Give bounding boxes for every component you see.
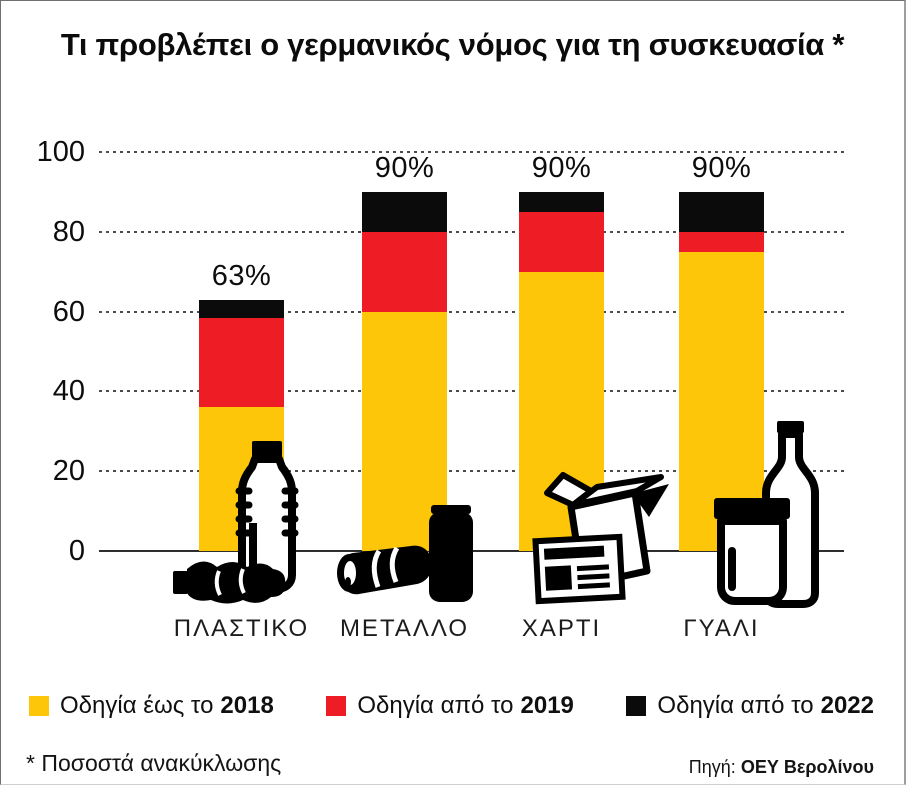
legend-swatch-until-2018: [29, 696, 49, 716]
category-label-charti: ΧΑΡΤΙ: [521, 615, 602, 642]
footnote: * Ποσοστά ανακύκλωσης: [26, 750, 282, 776]
bar-segment-charti-from-2019: [519, 211, 604, 272]
chart-title: Τι προβλέπει ο γερμανικός νόμος για τη σ…: [60, 27, 845, 62]
bar-total-label-charti: 90%: [531, 151, 592, 184]
bar-segment-gyali-from-2022: [679, 191, 764, 232]
bar-segment-metallo-from-2019: [362, 231, 447, 312]
bar-total-label-gyali: 90%: [691, 151, 752, 184]
y-tick-label-80: 80: [52, 215, 85, 248]
legend-label-until-2018: Οδηγία έως το: [60, 692, 214, 719]
glass-jar-bottle-icon: [714, 421, 819, 608]
legend: Οδηγία έως το 2018 Οδηγία από το 2019 Οδηγία…: [29, 692, 874, 720]
legend-item-from-2022: Οδηγία από το 2022: [626, 692, 874, 720]
category-label-metallo: ΜΕΤΑΛΛΟ: [339, 615, 470, 642]
legend-year-until-2018: 2018: [220, 692, 274, 719]
y-tick-label-60: 60: [52, 295, 85, 328]
legend-item-from-2019: Οδηγία από το 2019: [326, 692, 574, 720]
bar-segment-plastiko-from-2019: [199, 317, 284, 408]
legend-year-from-2022: 2022: [820, 692, 874, 719]
plastic-bottles-icon: [173, 441, 299, 604]
y-tick-label-0: 0: [68, 535, 85, 567]
category-label-plastiko: ΠΛΑΣΤΙΚΟ: [173, 615, 310, 642]
paper-box-newspaper-icon: [532, 472, 669, 605]
bar-segment-charti-from-2022: [519, 191, 604, 212]
source-label: Πηγή:: [688, 757, 741, 777]
bar-segment-gyali-from-2019: [679, 231, 764, 252]
legend-year-from-2019: 2019: [520, 692, 574, 719]
bar-segment-plastiko-from-2022: [199, 299, 284, 318]
bar-total-label-plastiko: 63%: [211, 259, 272, 292]
bar-total-label-metallo: 90%: [374, 151, 435, 184]
y-tick-label-100: 100: [36, 136, 85, 168]
legend-swatch-from-2019: [326, 696, 347, 716]
source-line: Πηγή: ΟΕΥ Βερολίνου: [689, 757, 874, 778]
legend-label-from-2019: Οδηγία από το: [357, 692, 514, 719]
legend-label-from-2022: Οδηγία από το: [657, 692, 814, 719]
legend-item-until-2018: Οδηγία έως το 2018: [29, 692, 274, 720]
gridline-80: [99, 230, 844, 233]
y-tick-label-40: 40: [52, 375, 85, 408]
y-tick-label-20: 20: [52, 455, 85, 488]
gridline-100: [99, 151, 844, 153]
bar-segment-metallo-from-2022: [362, 191, 447, 232]
gridline-40: [99, 390, 844, 393]
metal-cans-icon: [337, 505, 473, 602]
category-label-gyali: ΓΥΑΛΙ: [683, 615, 760, 642]
source-value: ΟΕΥ Βερολίνου: [740, 757, 874, 777]
legend-swatch-from-2022: [626, 696, 647, 716]
gridline-60: [99, 310, 844, 313]
gridline-20: [99, 470, 844, 473]
